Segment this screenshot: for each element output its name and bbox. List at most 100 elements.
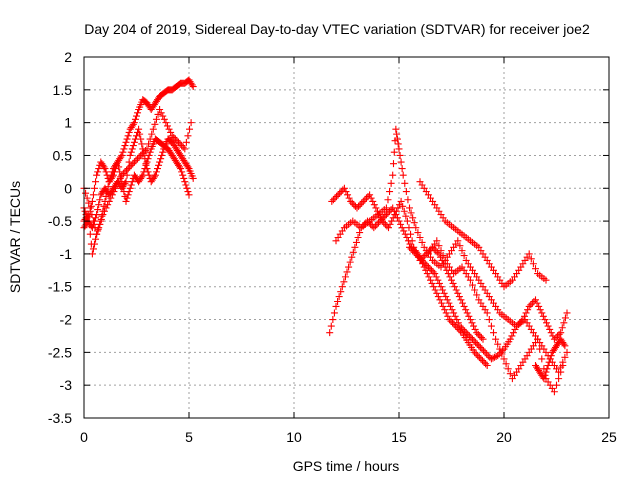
- data-point: [124, 132, 132, 140]
- data-point: [421, 260, 429, 268]
- data-point: [424, 263, 432, 271]
- data-point: [487, 355, 495, 363]
- data-point: [426, 265, 434, 273]
- data-point: [182, 181, 190, 189]
- data-point: [407, 245, 415, 253]
- data-point: [394, 140, 402, 148]
- data-point: [447, 317, 455, 325]
- y-tick-label: -1.5: [48, 279, 72, 295]
- data-point: [477, 334, 485, 342]
- data-point: [159, 148, 167, 156]
- data-point: [184, 163, 192, 171]
- data-point: [179, 143, 187, 151]
- data-point: [418, 256, 426, 264]
- data-point: [170, 133, 178, 141]
- data-point: [178, 168, 186, 176]
- data-point: [557, 329, 565, 337]
- data-point: [400, 207, 408, 215]
- y-tick-label: 1: [64, 115, 72, 131]
- data-point: [483, 350, 491, 358]
- data-point: [349, 248, 357, 256]
- data-point: [158, 151, 166, 159]
- data-point: [468, 319, 476, 327]
- data-point: [176, 163, 184, 171]
- data-point: [475, 353, 483, 361]
- data-point: [527, 255, 535, 263]
- data-point: [417, 255, 425, 263]
- data-point: [86, 204, 94, 212]
- data-point: [92, 235, 100, 243]
- data-point: [98, 212, 106, 220]
- data-point: [409, 214, 417, 222]
- data-point: [338, 283, 346, 291]
- data-point: [410, 219, 418, 227]
- data-point: [96, 220, 104, 228]
- series-group: [406, 243, 571, 363]
- data-point: [458, 247, 466, 255]
- data-point: [402, 188, 410, 196]
- data-point: [159, 112, 167, 120]
- data-point: [386, 188, 394, 196]
- data-point: [399, 202, 407, 210]
- data-point: [543, 365, 551, 373]
- data-point: [481, 348, 489, 356]
- data-point: [420, 258, 428, 266]
- data-point: [413, 252, 421, 260]
- data-point: [181, 178, 189, 186]
- data-point: [180, 174, 188, 182]
- data-point: [541, 371, 549, 379]
- data-point: [483, 309, 491, 317]
- data-point: [539, 312, 547, 320]
- data-point: [412, 224, 420, 232]
- data-point: [437, 247, 445, 255]
- data-point: [138, 150, 146, 158]
- data-point: [112, 184, 119, 192]
- data-point: [345, 194, 353, 202]
- data-point: [394, 204, 402, 212]
- data-point: [457, 324, 465, 332]
- x-tick-label: 15: [391, 429, 407, 445]
- data-point: [442, 293, 450, 301]
- data-point: [429, 268, 437, 276]
- data-point: [353, 204, 361, 212]
- data-point: [448, 306, 456, 314]
- data-point: [173, 137, 181, 145]
- data-point: [91, 240, 98, 248]
- data-point: [423, 261, 431, 269]
- data-point: [333, 192, 341, 200]
- data-point: [471, 286, 479, 294]
- data-point: [359, 197, 367, 205]
- data-point: [370, 224, 378, 232]
- series-group: [532, 335, 569, 383]
- data-point: [107, 194, 115, 202]
- data-point: [361, 196, 369, 204]
- data-point: [350, 201, 358, 209]
- data-point: [397, 220, 405, 228]
- data-point: [543, 319, 551, 327]
- data-point: [469, 335, 476, 343]
- data-point: [443, 296, 451, 304]
- data-point: [483, 361, 491, 369]
- data-point: [187, 119, 195, 127]
- data-point: [534, 335, 542, 343]
- data-point: [489, 354, 497, 362]
- data-point: [392, 207, 400, 215]
- data-point: [423, 270, 431, 278]
- data-point: [466, 316, 474, 324]
- data-point: [415, 253, 423, 261]
- data-point: [146, 148, 154, 156]
- data-point: [118, 178, 126, 186]
- data-point: [352, 238, 360, 246]
- data-point: [364, 192, 372, 200]
- data-point: [418, 238, 426, 246]
- data-point: [406, 243, 413, 251]
- data-point: [546, 325, 554, 333]
- data-point: [182, 138, 190, 146]
- data-point: [372, 204, 380, 212]
- data-point: [83, 194, 91, 202]
- x-tick-label: 10: [286, 429, 302, 445]
- grid: [84, 57, 609, 418]
- data-point: [550, 388, 558, 396]
- data-point: [485, 316, 493, 324]
- data-point: [492, 335, 500, 343]
